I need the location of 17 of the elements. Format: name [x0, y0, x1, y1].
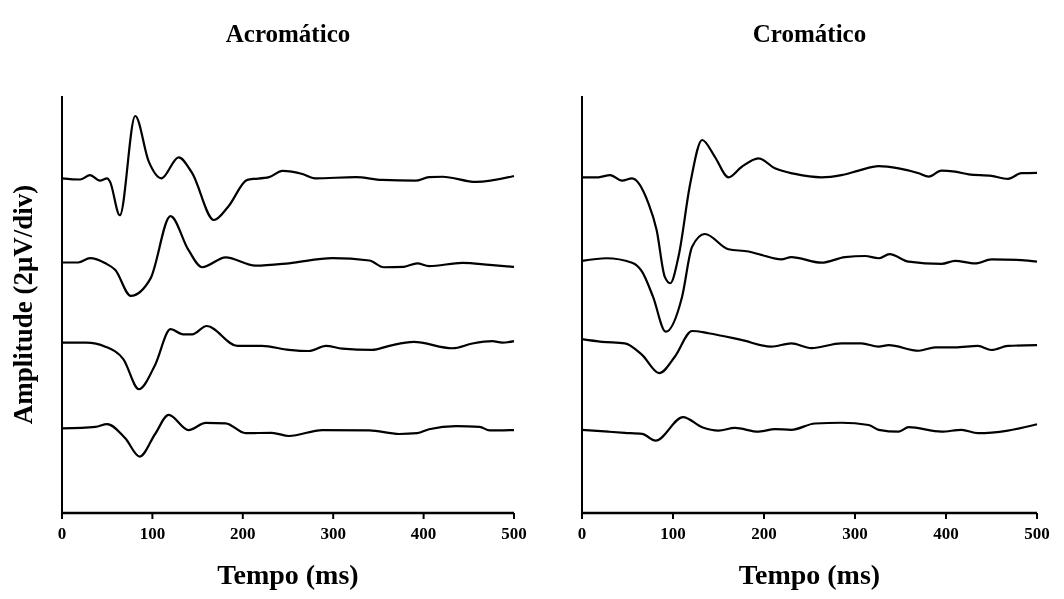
x-tick-label: 200	[751, 524, 777, 543]
x-tick-label: 200	[230, 524, 256, 543]
x-tick-label: 500	[501, 524, 527, 543]
x-tick-label: 300	[842, 524, 868, 543]
x-tick-label: 300	[320, 524, 346, 543]
x-tick-label: 100	[139, 524, 166, 543]
y-axis-title: Amplitude (2μV/div)	[8, 184, 38, 425]
x-axis-title: Tempo (ms)	[738, 559, 881, 590]
chart-title: Acromático	[225, 20, 351, 47]
x-tick-label: 400	[410, 524, 437, 543]
x-tick-label: 0	[57, 524, 67, 543]
x-tick-label: 100	[660, 524, 686, 543]
x-axis-title: Tempo (ms)	[217, 559, 359, 590]
chart-title: Cromático	[752, 20, 867, 47]
x-tick-label: 0	[577, 524, 587, 543]
x-tick-label: 400	[933, 524, 959, 543]
x-tick-label: 500	[1024, 524, 1050, 543]
